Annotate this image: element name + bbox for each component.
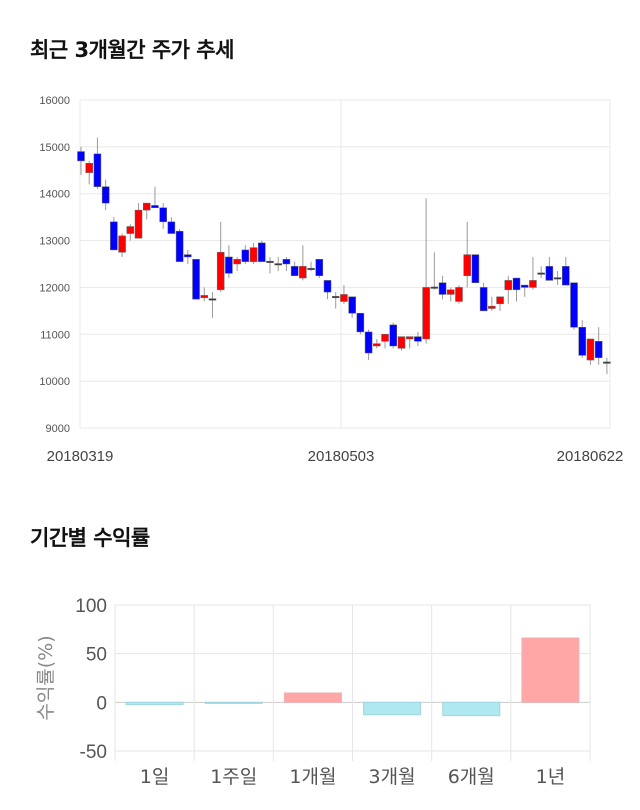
return-bar xyxy=(283,692,342,703)
y-tick-label: 0 xyxy=(96,693,107,714)
y-tick-label: 50 xyxy=(86,645,107,666)
candle-body xyxy=(373,343,381,347)
candle-body xyxy=(447,289,455,295)
candle-body xyxy=(142,202,151,211)
x-tick-label: 1일 xyxy=(140,766,170,788)
candle-body xyxy=(126,226,135,234)
y-tick-label: 9000 xyxy=(46,423,70,435)
candle-body xyxy=(225,256,233,274)
candle-body xyxy=(422,287,430,340)
candle-body xyxy=(545,266,554,281)
x-tick-label: 3개월 xyxy=(369,766,416,788)
candle-body xyxy=(290,266,299,276)
period-return-title: 기간별 수익률 xyxy=(30,526,150,550)
y-tick-label: 15000 xyxy=(39,142,70,154)
candle-body xyxy=(249,247,258,262)
y-tick-label: 12000 xyxy=(39,282,70,294)
y-tick-label: 14000 xyxy=(39,189,70,201)
candle-body xyxy=(258,242,266,262)
candle-body xyxy=(529,280,537,288)
candle-body xyxy=(200,295,209,298)
candle-body xyxy=(340,294,348,302)
return-bar xyxy=(125,701,184,706)
candle-body xyxy=(488,305,496,309)
candle-body xyxy=(578,327,586,356)
candle-body xyxy=(208,298,217,301)
y-axis-label: 수익률(%) xyxy=(35,635,57,720)
price-trend-title: 최근 3개월간 주가 추세 xyxy=(30,38,234,62)
candle-body xyxy=(134,209,143,239)
candle-body xyxy=(85,163,93,173)
candle-body xyxy=(274,263,282,266)
x-tick-label: 1개월 xyxy=(289,766,336,788)
candle-body xyxy=(405,336,414,340)
candle-body xyxy=(496,296,504,305)
candle-body xyxy=(570,282,578,328)
y-tick-label: 16000 xyxy=(39,95,70,107)
y-tick-label: -50 xyxy=(80,742,107,763)
candle-body xyxy=(184,254,192,258)
return-bar-chart: -50 0 50 100 수익률(%) 1일 1주일 1개월 3개월 6개월 1년 xyxy=(35,596,591,788)
candle-body xyxy=(151,205,159,209)
x-tick-label: 1주일 xyxy=(210,766,257,788)
candle-body xyxy=(118,235,126,253)
candle-body xyxy=(331,296,340,299)
return-bar xyxy=(204,701,263,704)
candle-body xyxy=(562,266,570,286)
candle-body xyxy=(512,277,521,291)
candle-body xyxy=(77,151,85,162)
candle-body xyxy=(323,280,332,293)
candle-body xyxy=(192,259,200,300)
candle-body xyxy=(389,324,397,347)
candle-body xyxy=(586,338,595,361)
x-tick-label: 6개월 xyxy=(448,766,495,788)
candle-body xyxy=(241,249,250,262)
candle-body xyxy=(463,254,471,276)
x-tick-label: 20180503 xyxy=(308,448,375,465)
candle-body xyxy=(266,260,274,263)
return-bar xyxy=(521,637,580,703)
candle-body xyxy=(603,361,611,364)
return-bar xyxy=(442,701,501,717)
candle-body xyxy=(356,312,365,333)
candle-body xyxy=(282,259,291,265)
candle-body xyxy=(471,254,480,283)
candle-body xyxy=(438,282,447,295)
candle-body xyxy=(101,186,110,204)
candle-body xyxy=(397,336,406,349)
y-tick-label: 100 xyxy=(75,596,107,617)
candlestick-chart: 9000 10000 11000 12000 13000 14000 15000 16000 2… xyxy=(39,95,624,465)
candle-body xyxy=(315,259,324,276)
candle-body xyxy=(520,284,529,288)
candle-body xyxy=(159,207,167,223)
candle-body xyxy=(93,153,102,187)
candle-body xyxy=(414,336,422,342)
y-tick-label: 13000 xyxy=(39,236,70,248)
x-tick-label: 20180319 xyxy=(47,448,114,465)
candle-body xyxy=(307,267,315,270)
candle-body xyxy=(430,286,439,289)
candle-body xyxy=(553,277,562,280)
candle-body xyxy=(299,266,307,279)
candle-body xyxy=(348,296,356,314)
candle-body xyxy=(594,341,603,358)
x-tick-label: 1년 xyxy=(536,766,566,788)
candle-body xyxy=(175,230,184,262)
candle-body xyxy=(381,334,389,342)
y-tick-label: 11000 xyxy=(40,329,70,341)
candle-body xyxy=(537,272,545,275)
candle-body xyxy=(110,221,118,251)
candle-body xyxy=(233,259,241,265)
candle-body xyxy=(455,287,463,302)
candle-body xyxy=(216,252,225,291)
x-tick-label: 20180622 xyxy=(557,448,624,465)
y-tick-label: 10000 xyxy=(39,376,70,388)
candle-body xyxy=(364,331,373,354)
candle-body xyxy=(479,287,488,312)
candle-body xyxy=(167,221,176,234)
candle-body xyxy=(504,280,513,291)
return-bar xyxy=(363,701,422,716)
